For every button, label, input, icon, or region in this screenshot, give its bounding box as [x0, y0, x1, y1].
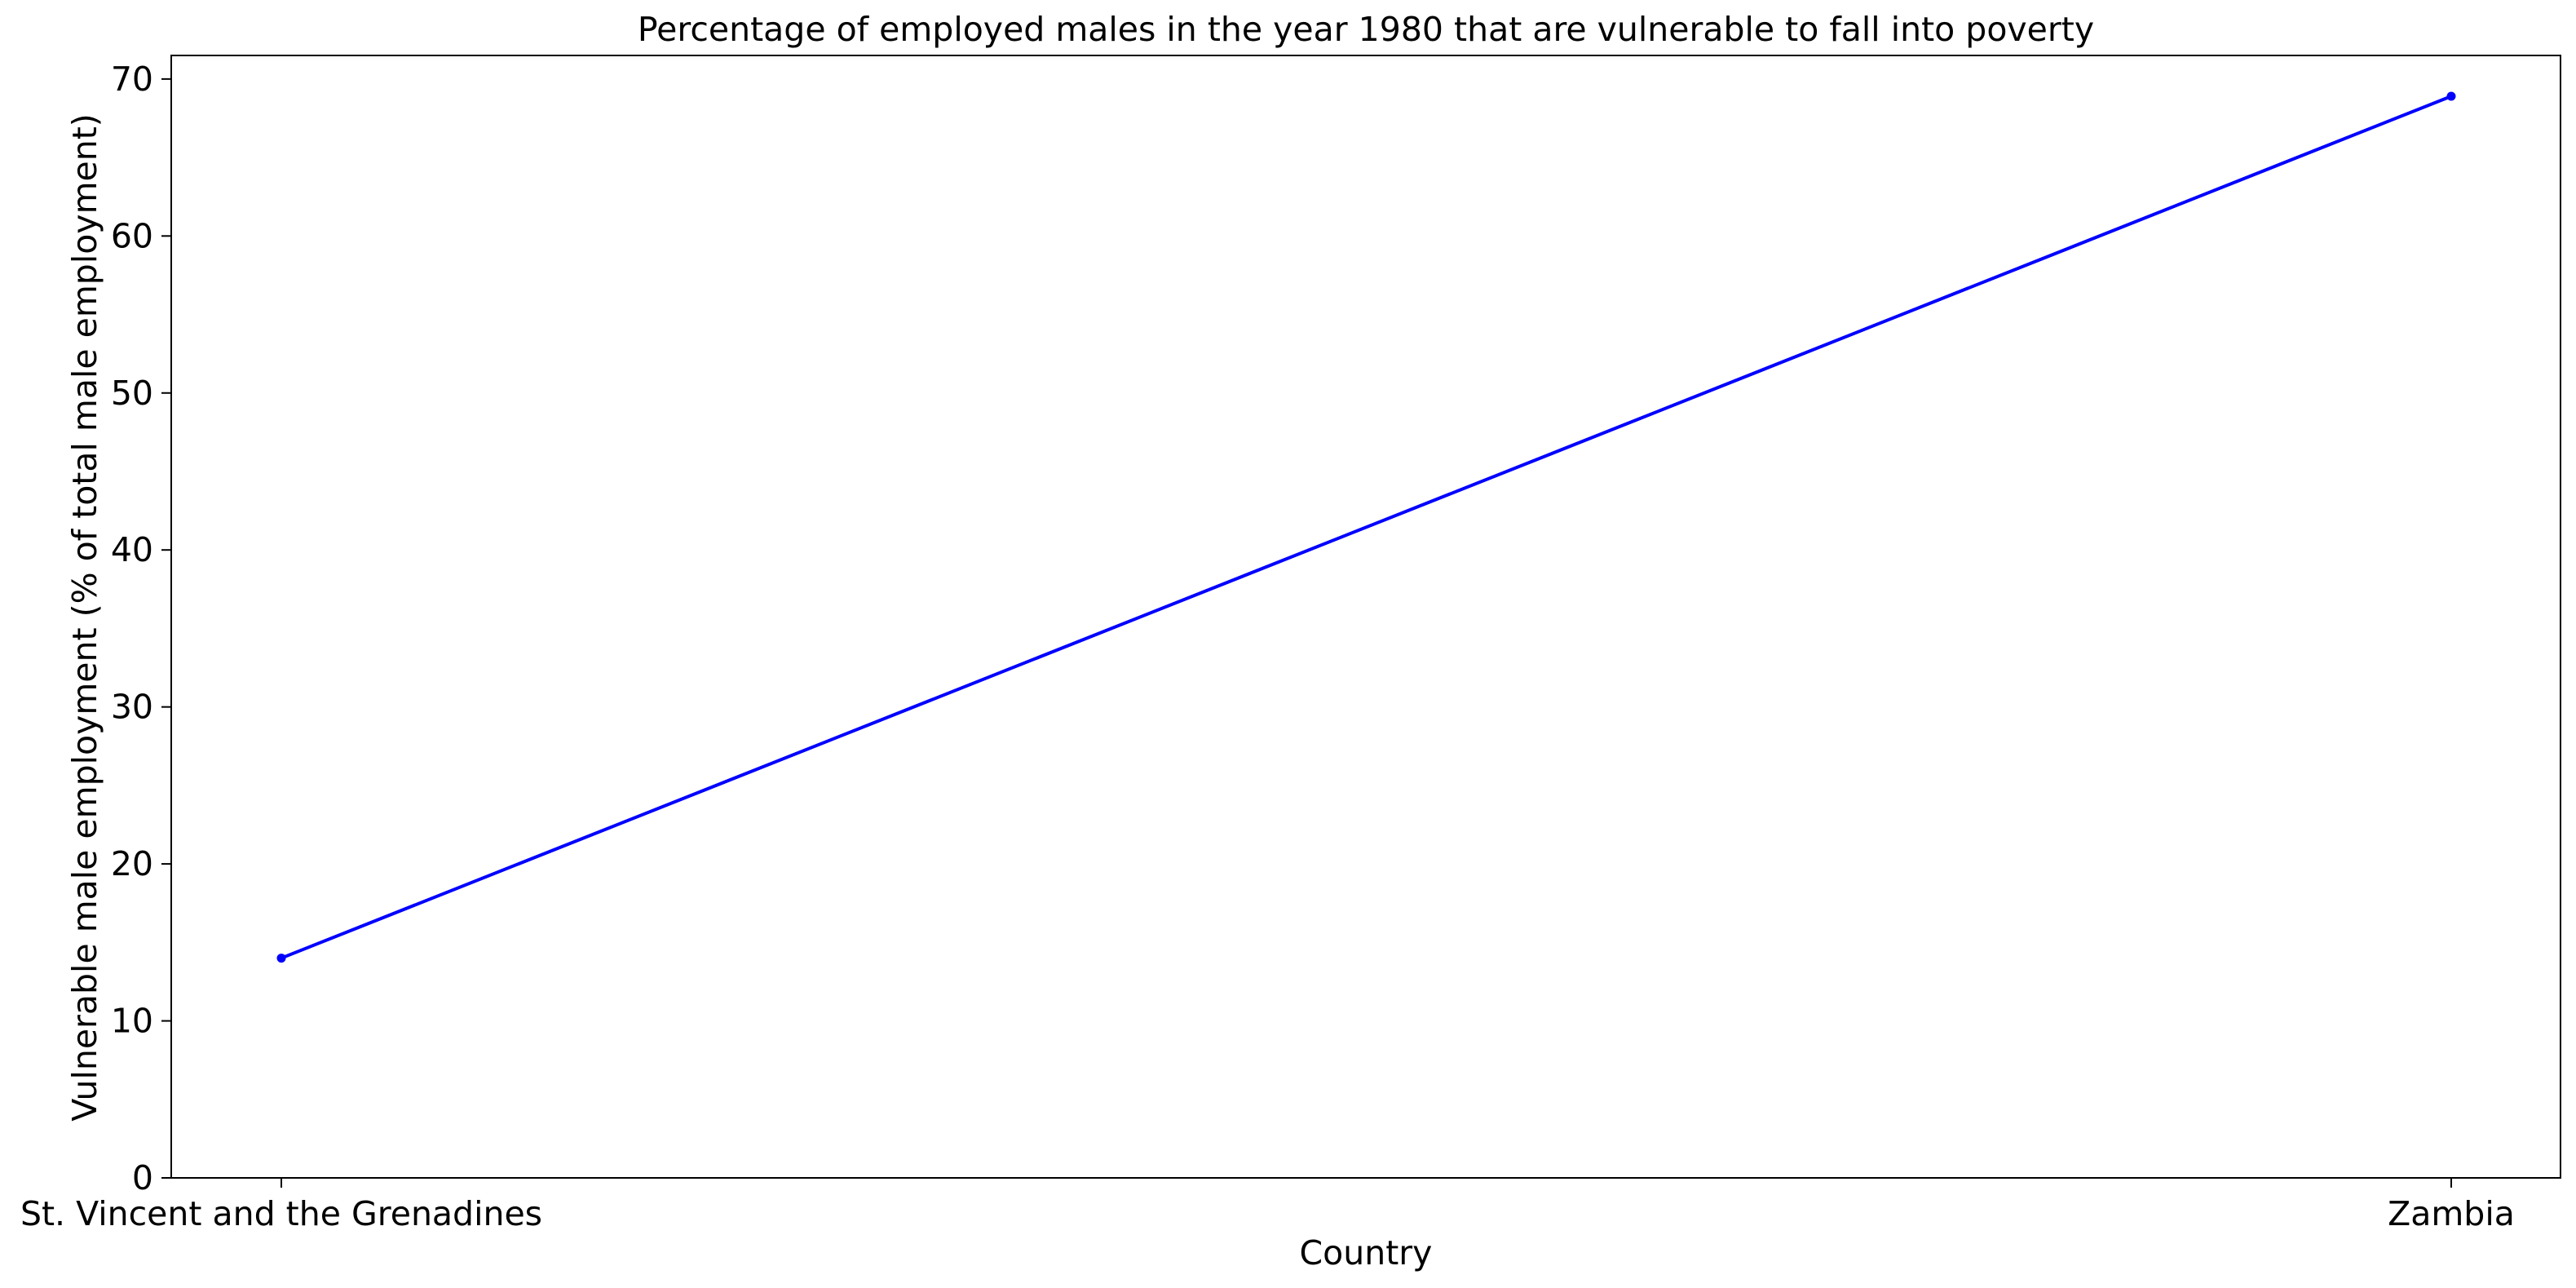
chart-title: Percentage of employed males in the year…	[638, 10, 2094, 49]
y-tick-label: 60	[111, 216, 153, 255]
plot-area	[170, 55, 2561, 1179]
y-axis-ticks: 0 10 20 30 40 50 60 70	[111, 60, 171, 1197]
y-tick-label: 20	[111, 844, 153, 883]
y-tick-label: 50	[111, 374, 153, 413]
y-axis-label: Vulnerable male employment (% of total m…	[65, 113, 104, 1122]
x-tick-label: Zambia	[2388, 1194, 2515, 1233]
data-point	[2446, 91, 2456, 101]
x-tick-label: St. Vincent and the Grenadines	[20, 1194, 542, 1233]
axes-frame	[170, 55, 2561, 1179]
series-line	[280, 95, 2453, 960]
y-tick-label: 40	[111, 530, 153, 569]
y-tick-label: 70	[111, 60, 153, 99]
y-tick-label: 0	[132, 1158, 153, 1197]
y-tick-label: 30	[111, 688, 153, 727]
y-tick-label: 10	[111, 1002, 153, 1041]
x-axis-label: Country	[1300, 1233, 1433, 1273]
data-point	[276, 954, 286, 963]
series-layer	[276, 91, 2456, 963]
x-axis-ticks: St. Vincent and the Grenadines Zambia	[20, 1178, 2515, 1233]
